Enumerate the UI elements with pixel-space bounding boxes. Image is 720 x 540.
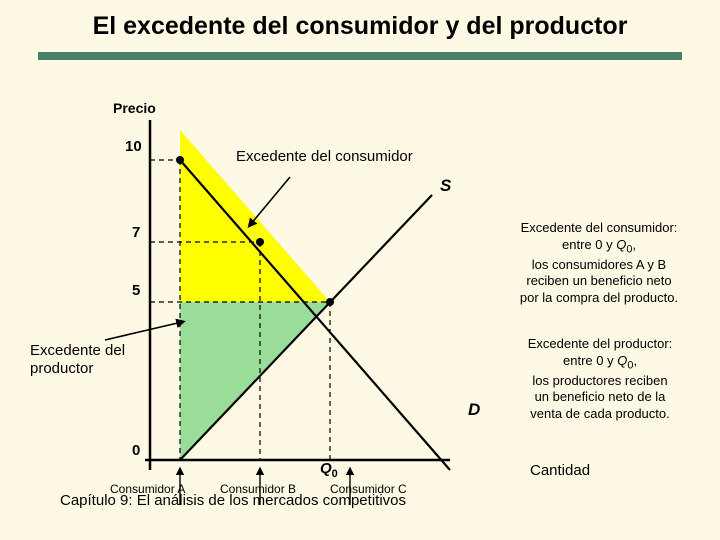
ytick-10: 10	[125, 138, 142, 155]
page-title: El excedente del consumidor y del produc…	[0, 12, 720, 41]
producer-surplus-label: Excedente del productor	[30, 342, 140, 378]
y-axis-label: Precio	[113, 100, 156, 116]
surplus-chart	[150, 120, 440, 460]
ytick-0: 0	[132, 442, 140, 459]
title-rule	[38, 52, 682, 56]
x-axis-label: Cantidad	[530, 462, 590, 479]
consumer-surplus-area	[180, 130, 330, 302]
ytick-7: 7	[132, 224, 140, 241]
consumer-surplus-annotation: Excedente del consumidor:entre 0 y Q0,lo…	[500, 220, 698, 307]
footer-text: Capítulo 9: El análisis de los mercados …	[60, 492, 406, 509]
producer-surplus-annotation: Excedente del productor:entre 0 y Q0,los…	[498, 336, 702, 423]
ytick-5: 5	[132, 282, 140, 299]
